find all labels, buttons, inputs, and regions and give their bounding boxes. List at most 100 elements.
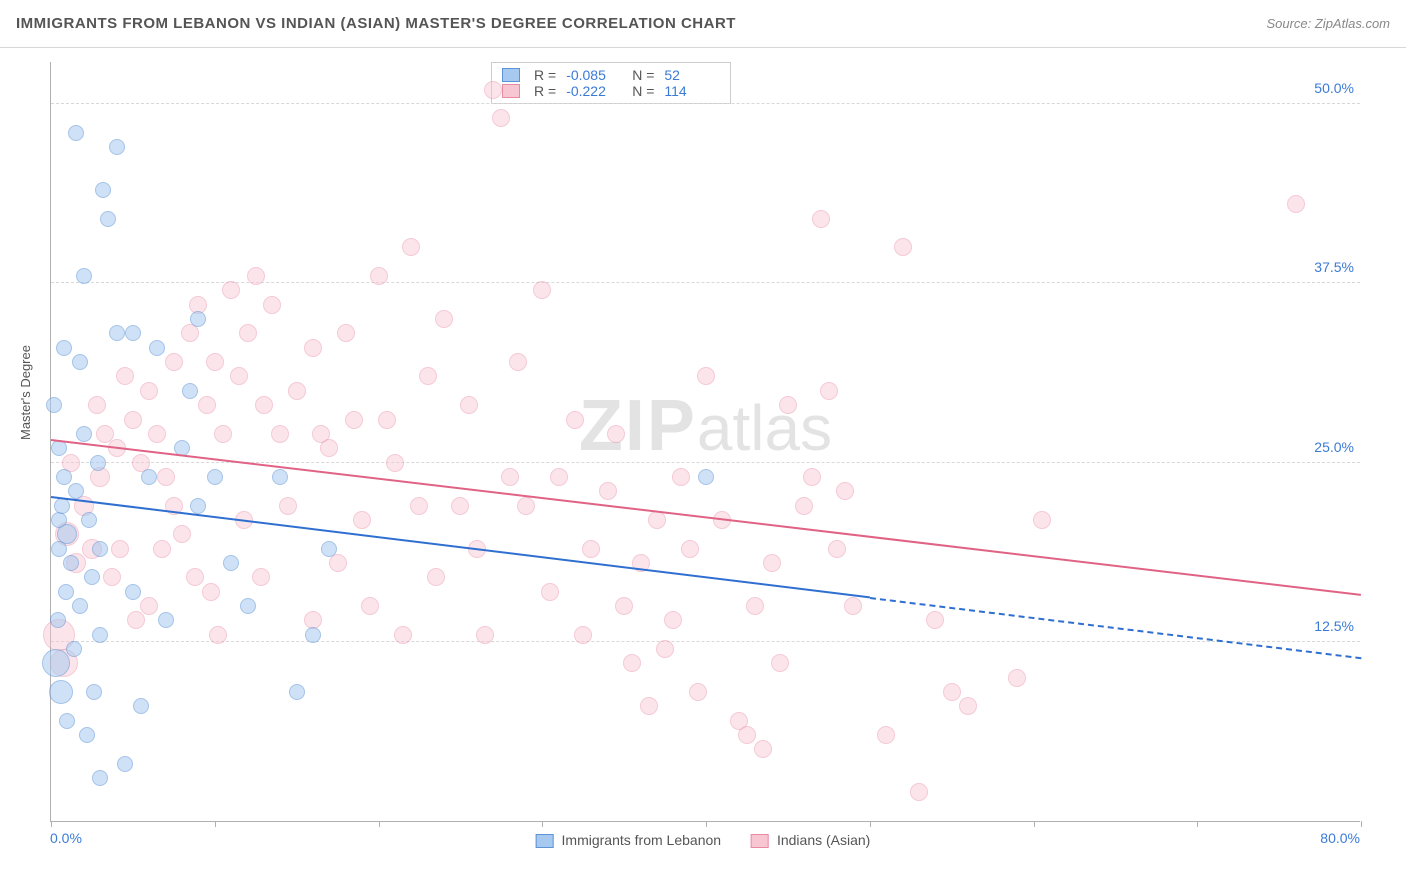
pink-point bbox=[771, 654, 789, 672]
blue-point bbox=[56, 340, 72, 356]
pink-point bbox=[1008, 669, 1026, 687]
scatter-plot: ZIPatlas R =-0.085N =52R =-0.222N =114 1… bbox=[50, 62, 1360, 822]
series-legend: Immigrants from Lebanon Indians (Asian) bbox=[536, 832, 871, 848]
pink-point bbox=[541, 583, 559, 601]
blue-point bbox=[66, 641, 82, 657]
blue-point bbox=[100, 211, 116, 227]
y-tick-label: 12.5% bbox=[1314, 618, 1354, 634]
blue-point bbox=[109, 325, 125, 341]
pink-point bbox=[910, 783, 928, 801]
blue-swatch-icon bbox=[536, 834, 554, 848]
pink-point bbox=[361, 597, 379, 615]
pink-point bbox=[206, 353, 224, 371]
pink-point bbox=[222, 281, 240, 299]
blue-point bbox=[289, 684, 305, 700]
correlation-legend: R =-0.085N =52R =-0.222N =114 bbox=[491, 62, 731, 104]
pink-point bbox=[214, 425, 232, 443]
pink-point bbox=[763, 554, 781, 572]
pink-point bbox=[672, 468, 690, 486]
blue-point bbox=[321, 541, 337, 557]
blue-point bbox=[92, 541, 108, 557]
x-tick bbox=[215, 821, 216, 827]
blue-point bbox=[133, 698, 149, 714]
pink-point bbox=[484, 81, 502, 99]
blue-point bbox=[57, 524, 77, 544]
pink-point bbox=[959, 697, 977, 715]
pink-point bbox=[263, 296, 281, 314]
x-tick bbox=[51, 821, 52, 827]
pink-point bbox=[116, 367, 134, 385]
blue-point bbox=[86, 684, 102, 700]
pink-point bbox=[795, 497, 813, 515]
x-tick bbox=[379, 821, 380, 827]
y-tick-label: 37.5% bbox=[1314, 259, 1354, 275]
pink-point bbox=[615, 597, 633, 615]
pink-point bbox=[697, 367, 715, 385]
blue-point bbox=[698, 469, 714, 485]
pink-point bbox=[943, 683, 961, 701]
pink-point bbox=[599, 482, 617, 500]
pink-point bbox=[239, 324, 257, 342]
pink-point bbox=[656, 640, 674, 658]
pink-point bbox=[476, 626, 494, 644]
blue-point bbox=[49, 680, 73, 704]
pink-point bbox=[329, 554, 347, 572]
pink-point bbox=[582, 540, 600, 558]
blue-swatch-icon bbox=[502, 68, 520, 82]
pink-point bbox=[501, 468, 519, 486]
blue-point bbox=[207, 469, 223, 485]
y-tick-label: 25.0% bbox=[1314, 439, 1354, 455]
pink-point bbox=[386, 454, 404, 472]
pink-point bbox=[435, 310, 453, 328]
pink-point bbox=[836, 482, 854, 500]
pink-point bbox=[111, 540, 129, 558]
pink-point bbox=[738, 726, 756, 744]
blue-point bbox=[79, 727, 95, 743]
chart-title: IMMIGRANTS FROM LEBANON VS INDIAN (ASIAN… bbox=[16, 15, 736, 32]
blue-point bbox=[68, 483, 84, 499]
blue-point bbox=[92, 770, 108, 786]
pink-point bbox=[337, 324, 355, 342]
blue-point bbox=[84, 569, 100, 585]
pink-point bbox=[427, 568, 445, 586]
pink-point bbox=[202, 583, 220, 601]
blue-point bbox=[223, 555, 239, 571]
blue-point bbox=[182, 383, 198, 399]
pink-point bbox=[664, 611, 682, 629]
blue-point bbox=[149, 340, 165, 356]
pink-point bbox=[255, 396, 273, 414]
pink-point bbox=[648, 511, 666, 529]
pink-point bbox=[247, 267, 265, 285]
pink-point bbox=[574, 626, 592, 644]
pink-point bbox=[252, 568, 270, 586]
pink-point bbox=[103, 568, 121, 586]
legend-item: Immigrants from Lebanon bbox=[536, 832, 721, 848]
pink-point bbox=[926, 611, 944, 629]
blue-point bbox=[109, 139, 125, 155]
x-tick bbox=[706, 821, 707, 827]
blue-point bbox=[42, 649, 70, 677]
blue-point bbox=[58, 584, 74, 600]
blue-point bbox=[50, 612, 66, 628]
x-tick bbox=[870, 821, 871, 827]
pink-point bbox=[410, 497, 428, 515]
blue-point bbox=[76, 268, 92, 284]
pink-point bbox=[681, 540, 699, 558]
gridline bbox=[51, 282, 1360, 283]
pink-point bbox=[370, 267, 388, 285]
pink-point bbox=[127, 611, 145, 629]
pink-point bbox=[746, 597, 764, 615]
pink-point bbox=[165, 353, 183, 371]
pink-point bbox=[779, 396, 797, 414]
blue-point bbox=[190, 311, 206, 327]
blue-point bbox=[272, 469, 288, 485]
pink-point bbox=[460, 396, 478, 414]
x-tick bbox=[542, 821, 543, 827]
pink-point bbox=[689, 683, 707, 701]
x-tick bbox=[1197, 821, 1198, 827]
chart-header: IMMIGRANTS FROM LEBANON VS INDIAN (ASIAN… bbox=[0, 0, 1406, 48]
x-tick bbox=[1034, 821, 1035, 827]
pink-point bbox=[828, 540, 846, 558]
blue-point bbox=[141, 469, 157, 485]
blue-point bbox=[240, 598, 256, 614]
